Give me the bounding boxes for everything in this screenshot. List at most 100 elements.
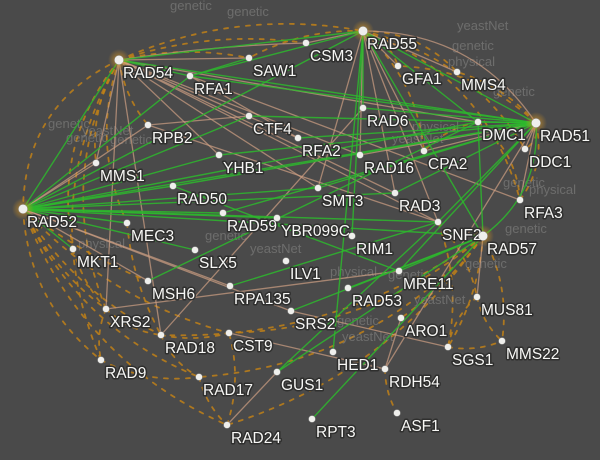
edge-genetic-RAD55-RAD51[interactable] bbox=[362, 30, 537, 124]
edge-genetic-RAD55-DMC1[interactable] bbox=[362, 30, 479, 123]
edge-physical-CTF4-RPB2[interactable] bbox=[147, 115, 250, 126]
edge-physical-RAD55-MMS4[interactable] bbox=[362, 30, 458, 73]
node-dot[interactable] bbox=[391, 189, 399, 197]
edge-predicted-RAD57-RAD17[interactable] bbox=[198, 235, 484, 378]
edge-predicted-DMC1-CPA2[interactable] bbox=[423, 121, 479, 152]
network-node-RAD6[interactable]: RAD6 bbox=[359, 104, 410, 132]
edge-genetic-RAD52-YHB1[interactable] bbox=[22, 154, 220, 210]
node-dot[interactable] bbox=[245, 112, 253, 120]
node-dot[interactable] bbox=[273, 214, 281, 222]
edge-genetic-RAD51-RAD3[interactable] bbox=[394, 122, 537, 194]
network-node-RFA1[interactable]: RFA1 bbox=[186, 72, 234, 100]
edge-predicted-MUS81-MMS22[interactable] bbox=[476, 296, 503, 342]
edge-genetic-RAD51-RAD6[interactable] bbox=[362, 107, 537, 124]
node-dot[interactable] bbox=[393, 409, 401, 417]
node-dot[interactable] bbox=[358, 26, 368, 36]
edge-predicted-SNF2-SGS1[interactable] bbox=[437, 221, 454, 348]
node-dot[interactable] bbox=[395, 267, 403, 275]
edge-physical-RAD55-SNF2[interactable] bbox=[362, 30, 439, 223]
edge-predicted-RAD57-ARO1[interactable] bbox=[400, 235, 484, 319]
node-dot[interactable] bbox=[294, 134, 302, 142]
edge-genetic-RAD52-RAD54[interactable] bbox=[22, 59, 120, 210]
network-node-RPT3[interactable]: RPT3 bbox=[308, 415, 357, 443]
network-node-DMC1[interactable]: DMC1 bbox=[474, 118, 527, 146]
edge-predicted-RAD18-RAD17[interactable] bbox=[160, 334, 200, 378]
network-node-CST9[interactable]: CST9 bbox=[225, 329, 274, 357]
network-node-RAD16[interactable]: RAD16 bbox=[356, 151, 415, 179]
edge-predicted-RAD55-SAW1[interactable] bbox=[248, 29, 364, 59]
node-dot[interactable] bbox=[420, 147, 428, 155]
edge-genetic-RAD51-SNF2[interactable] bbox=[437, 122, 537, 223]
edge-predicted-RAD52-RAD18[interactable] bbox=[22, 208, 162, 336]
edge-physical-RAD52-SRS2[interactable] bbox=[22, 208, 292, 312]
network-node-CSM3[interactable]: CSM3 bbox=[302, 39, 355, 67]
network-node-HED1[interactable]: HED1 bbox=[329, 348, 380, 376]
edge-physical-RAD6-RAD18[interactable] bbox=[160, 107, 364, 336]
network-node-ILV1[interactable]: ILV1 bbox=[282, 257, 322, 285]
edge-predicted-DMC1-RFA3[interactable] bbox=[477, 121, 521, 201]
node-dot[interactable] bbox=[245, 54, 253, 62]
node-dot[interactable] bbox=[434, 218, 442, 226]
edge-predicted-SNF2-MUS81[interactable] bbox=[437, 221, 478, 298]
edge-genetic-GUS1-SNF2[interactable] bbox=[276, 221, 439, 373]
edge-physical-RAD52-MSH6[interactable] bbox=[22, 208, 149, 282]
edge-predicted-RAD54-MKT1[interactable] bbox=[67, 59, 120, 250]
edge-genetic-RAD52-MEC3[interactable] bbox=[22, 208, 128, 224]
edge-genetic-RAD57-SRS2[interactable] bbox=[290, 235, 484, 312]
edge-predicted-RAD57-MMS22[interactable] bbox=[482, 235, 505, 342]
edge-physical-RFA1-RFA2[interactable] bbox=[189, 75, 299, 139]
network-node-MEC3[interactable]: MEC3 bbox=[123, 219, 176, 247]
edge-predicted-XRS2-RAD18[interactable] bbox=[105, 308, 162, 336]
edge-predicted-RAD51-MMS4[interactable] bbox=[456, 71, 537, 124]
network-node-MSH6[interactable]: MSH6 bbox=[144, 277, 197, 305]
edge-predicted-RAD17-RAD24[interactable] bbox=[198, 376, 228, 426]
node-dot[interactable] bbox=[114, 55, 124, 65]
node-dot[interactable] bbox=[123, 219, 131, 227]
edge-genetic-RAD51-RFA2[interactable] bbox=[297, 122, 537, 139]
network-node-RAD52[interactable]: RAD52 bbox=[18, 204, 78, 233]
network-node-SLX5[interactable]: SLX5 bbox=[191, 246, 238, 274]
node-dot[interactable] bbox=[521, 145, 529, 153]
edge-genetic-RAD54-RAD55[interactable] bbox=[118, 30, 364, 61]
network-node-RDH54[interactable]: RDH54 bbox=[381, 365, 442, 393]
node-dot[interactable] bbox=[359, 104, 367, 112]
network-node-DDC1[interactable]: DDC1 bbox=[521, 145, 573, 173]
network-node-CPA2[interactable]: CPA2 bbox=[420, 147, 469, 175]
node-dot[interactable] bbox=[282, 257, 290, 265]
edge-physical-RAD24-GUS1[interactable] bbox=[226, 371, 278, 426]
network-node-YHB1[interactable]: YHB1 bbox=[215, 151, 265, 179]
edge-predicted-RAD52-RAD17[interactable] bbox=[22, 208, 200, 378]
edge-physical-SNF2-RPB2[interactable] bbox=[147, 124, 439, 223]
edge-genetic-RAD52-SLX5[interactable] bbox=[22, 208, 196, 251]
node-dot[interactable] bbox=[144, 277, 152, 285]
network-node-RPA135[interactable]: RPA135 bbox=[226, 282, 292, 310]
node-dot[interactable] bbox=[397, 314, 405, 322]
edge-physical-RAD54-SNF2[interactable] bbox=[118, 59, 439, 223]
node-dot[interactable] bbox=[329, 348, 337, 356]
node-dot[interactable] bbox=[226, 282, 234, 290]
edge-physical-SRS2-SGS1[interactable] bbox=[290, 310, 449, 348]
network-node-MMS1[interactable]: MMS1 bbox=[92, 159, 146, 187]
edge-genetic-RAD57-DMC1[interactable] bbox=[477, 121, 484, 237]
edge-predicted-RAD54-MEC3[interactable] bbox=[105, 59, 128, 224]
network-node-RAD50[interactable]: RAD50 bbox=[169, 182, 229, 210]
edge-physical-RAD54-RAD18[interactable] bbox=[118, 59, 162, 336]
network-node-GFA1[interactable]: GFA1 bbox=[394, 62, 443, 90]
network-node-RAD53[interactable]: RAD53 bbox=[344, 284, 403, 312]
network-node-RAD57[interactable]: RAD57 bbox=[478, 231, 538, 260]
edge-physical-RAD54-SAW1[interactable] bbox=[118, 57, 250, 61]
network-node-SNF2[interactable]: SNF2 bbox=[434, 218, 483, 246]
network-node-GUS1[interactable]: GUS1 bbox=[273, 368, 325, 396]
network-node-RFA2[interactable]: RFA2 bbox=[294, 134, 342, 162]
node-dot[interactable] bbox=[302, 39, 310, 47]
network-node-MRE11[interactable]: MRE11 bbox=[395, 267, 455, 295]
edge-predicted-RAD9-RAD17[interactable] bbox=[100, 359, 200, 380]
network-node-SMT3[interactable]: SMT3 bbox=[314, 184, 365, 212]
node-dot[interactable] bbox=[498, 337, 506, 345]
edge-predicted-RAD52-XRS2[interactable] bbox=[22, 208, 107, 310]
network-node-SRS2[interactable]: SRS2 bbox=[287, 307, 337, 335]
edge-physical-RAD54-MMS1[interactable] bbox=[95, 59, 120, 164]
network-node-ASF1[interactable]: ASF1 bbox=[393, 409, 441, 437]
edge-genetic-RAD52-SMT3[interactable] bbox=[22, 187, 319, 210]
